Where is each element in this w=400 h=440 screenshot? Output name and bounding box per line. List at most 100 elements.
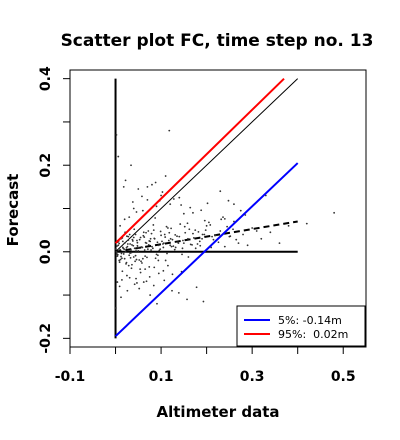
data-point: [192, 232, 194, 235]
data-point: [145, 280, 148, 283]
data-point: [139, 268, 142, 270]
data-point: [119, 248, 121, 251]
data-point: [235, 238, 238, 241]
data-point: [171, 273, 174, 276]
data-point: [163, 233, 166, 236]
data-point: [123, 242, 126, 245]
data-point: [203, 233, 206, 236]
data-point: [130, 251, 133, 254]
data-point: [146, 198, 149, 201]
data-point: [229, 235, 232, 238]
x-axis: -0.1 0.1 0.3 0.5: [55, 347, 356, 385]
y-axis-label: Forecast: [4, 174, 22, 247]
identity-line: [115, 78, 299, 253]
data-point: [260, 237, 263, 240]
data-point: [126, 289, 129, 292]
data-point: [169, 203, 172, 206]
data-point: [165, 225, 168, 228]
data-point: [129, 256, 132, 259]
data-point: [136, 239, 138, 242]
data-point: [116, 245, 118, 248]
data-point: [131, 238, 134, 241]
data-point: [194, 247, 197, 250]
data-point: [130, 249, 132, 251]
data-point: [136, 241, 139, 244]
x-tick-label: 0.5: [331, 369, 356, 385]
data-point: [131, 201, 134, 203]
legend-label: 95%: 0.02m: [278, 328, 348, 341]
data-point: [120, 296, 122, 299]
data-point: [118, 242, 121, 245]
data-point: [169, 237, 172, 240]
data-point: [255, 230, 258, 232]
data-point: [115, 250, 118, 253]
data-point: [207, 221, 210, 224]
data-point: [151, 245, 153, 248]
data-point: [192, 211, 194, 214]
chart-title: Scatter plot FC, time step no. 13: [61, 31, 374, 51]
data-point: [136, 244, 139, 247]
data-point: [269, 231, 272, 234]
data-point: [176, 235, 178, 238]
data-point: [135, 258, 138, 261]
data-point: [184, 231, 187, 234]
data-point: [156, 302, 158, 305]
data-point: [187, 256, 190, 258]
data-point: [142, 281, 145, 283]
data-point: [136, 282, 138, 284]
data-point: [209, 224, 212, 226]
data-point: [167, 239, 170, 242]
data-point: [177, 291, 180, 294]
data-point: [123, 257, 126, 260]
data-point: [174, 246, 177, 249]
data-point: [233, 203, 235, 206]
data-point: [153, 266, 156, 269]
data-point: [178, 235, 181, 238]
x-axis-label: Altimeter data: [157, 403, 280, 421]
data-point: [220, 218, 223, 221]
y-tick-label: -0.2: [38, 323, 54, 354]
data-point: [118, 285, 121, 288]
data-point: [135, 277, 137, 280]
data-point: [146, 256, 148, 259]
data-point: [119, 224, 121, 227]
data-point: [133, 283, 136, 286]
data-point: [122, 185, 125, 188]
data-point: [183, 225, 186, 228]
data-point: [144, 255, 147, 258]
y-tick-label: 0.2: [38, 153, 54, 178]
data-point: [199, 244, 202, 247]
data-point: [128, 254, 131, 257]
data-point: [134, 260, 137, 263]
data-point: [219, 190, 222, 193]
data-point: [150, 232, 153, 235]
data-point: [164, 259, 167, 262]
data-point: [132, 236, 135, 239]
data-point: [182, 212, 185, 215]
y-axis: -0.2 0.0 0.2 0.4: [38, 66, 70, 354]
data-point: [242, 233, 244, 236]
data-point: [205, 224, 208, 227]
data-point: [246, 244, 249, 247]
data-point: [129, 252, 132, 254]
data-point: [160, 234, 162, 237]
data-point: [148, 266, 151, 268]
data-point: [155, 205, 158, 208]
data-point: [133, 247, 136, 250]
data-point: [186, 298, 188, 301]
data-point: [129, 243, 132, 245]
data-point: [141, 262, 143, 264]
data-point: [141, 257, 144, 260]
data-point: [168, 129, 171, 132]
data-point: [197, 230, 200, 233]
data-point: [164, 236, 167, 238]
x-tick-label: 0.1: [149, 369, 174, 385]
data-point: [181, 247, 184, 250]
data-point: [211, 235, 213, 238]
data-point: [126, 274, 128, 277]
data-point: [287, 224, 290, 227]
data-point: [182, 242, 185, 245]
data-point: [251, 227, 254, 229]
data-point: [212, 238, 215, 241]
data-point: [150, 249, 152, 251]
